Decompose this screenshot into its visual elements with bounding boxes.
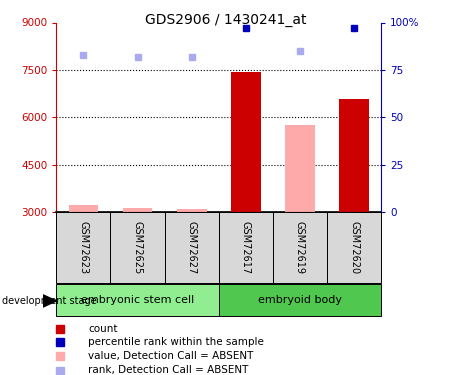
Polygon shape <box>43 295 56 307</box>
Bar <box>123 208 152 212</box>
Text: GSM72627: GSM72627 <box>187 221 197 274</box>
Bar <box>273 212 327 283</box>
Bar <box>56 212 110 283</box>
Text: count: count <box>88 324 118 334</box>
Text: embryoid body: embryoid body <box>258 295 342 305</box>
Text: embryonic stem cell: embryonic stem cell <box>81 295 194 305</box>
Text: rank, Detection Call = ABSENT: rank, Detection Call = ABSENT <box>88 366 249 375</box>
Text: GSM72617: GSM72617 <box>241 221 251 274</box>
Bar <box>327 212 381 283</box>
Text: GSM72623: GSM72623 <box>78 221 88 274</box>
Text: GSM72625: GSM72625 <box>133 221 143 274</box>
Bar <box>339 99 369 212</box>
Bar <box>219 212 273 283</box>
Bar <box>165 212 219 283</box>
Text: development stage: development stage <box>2 296 97 306</box>
Text: GSM72620: GSM72620 <box>349 221 359 274</box>
Text: percentile rank within the sample: percentile rank within the sample <box>88 338 264 347</box>
Bar <box>231 72 261 212</box>
Text: GDS2906 / 1430241_at: GDS2906 / 1430241_at <box>145 13 306 27</box>
Bar <box>69 205 98 212</box>
Text: GSM72619: GSM72619 <box>295 221 305 274</box>
Bar <box>56 284 219 316</box>
Bar <box>177 209 207 212</box>
Bar <box>110 212 165 283</box>
Bar <box>285 125 315 212</box>
Text: value, Detection Call = ABSENT: value, Detection Call = ABSENT <box>88 351 253 361</box>
Bar <box>219 284 381 316</box>
